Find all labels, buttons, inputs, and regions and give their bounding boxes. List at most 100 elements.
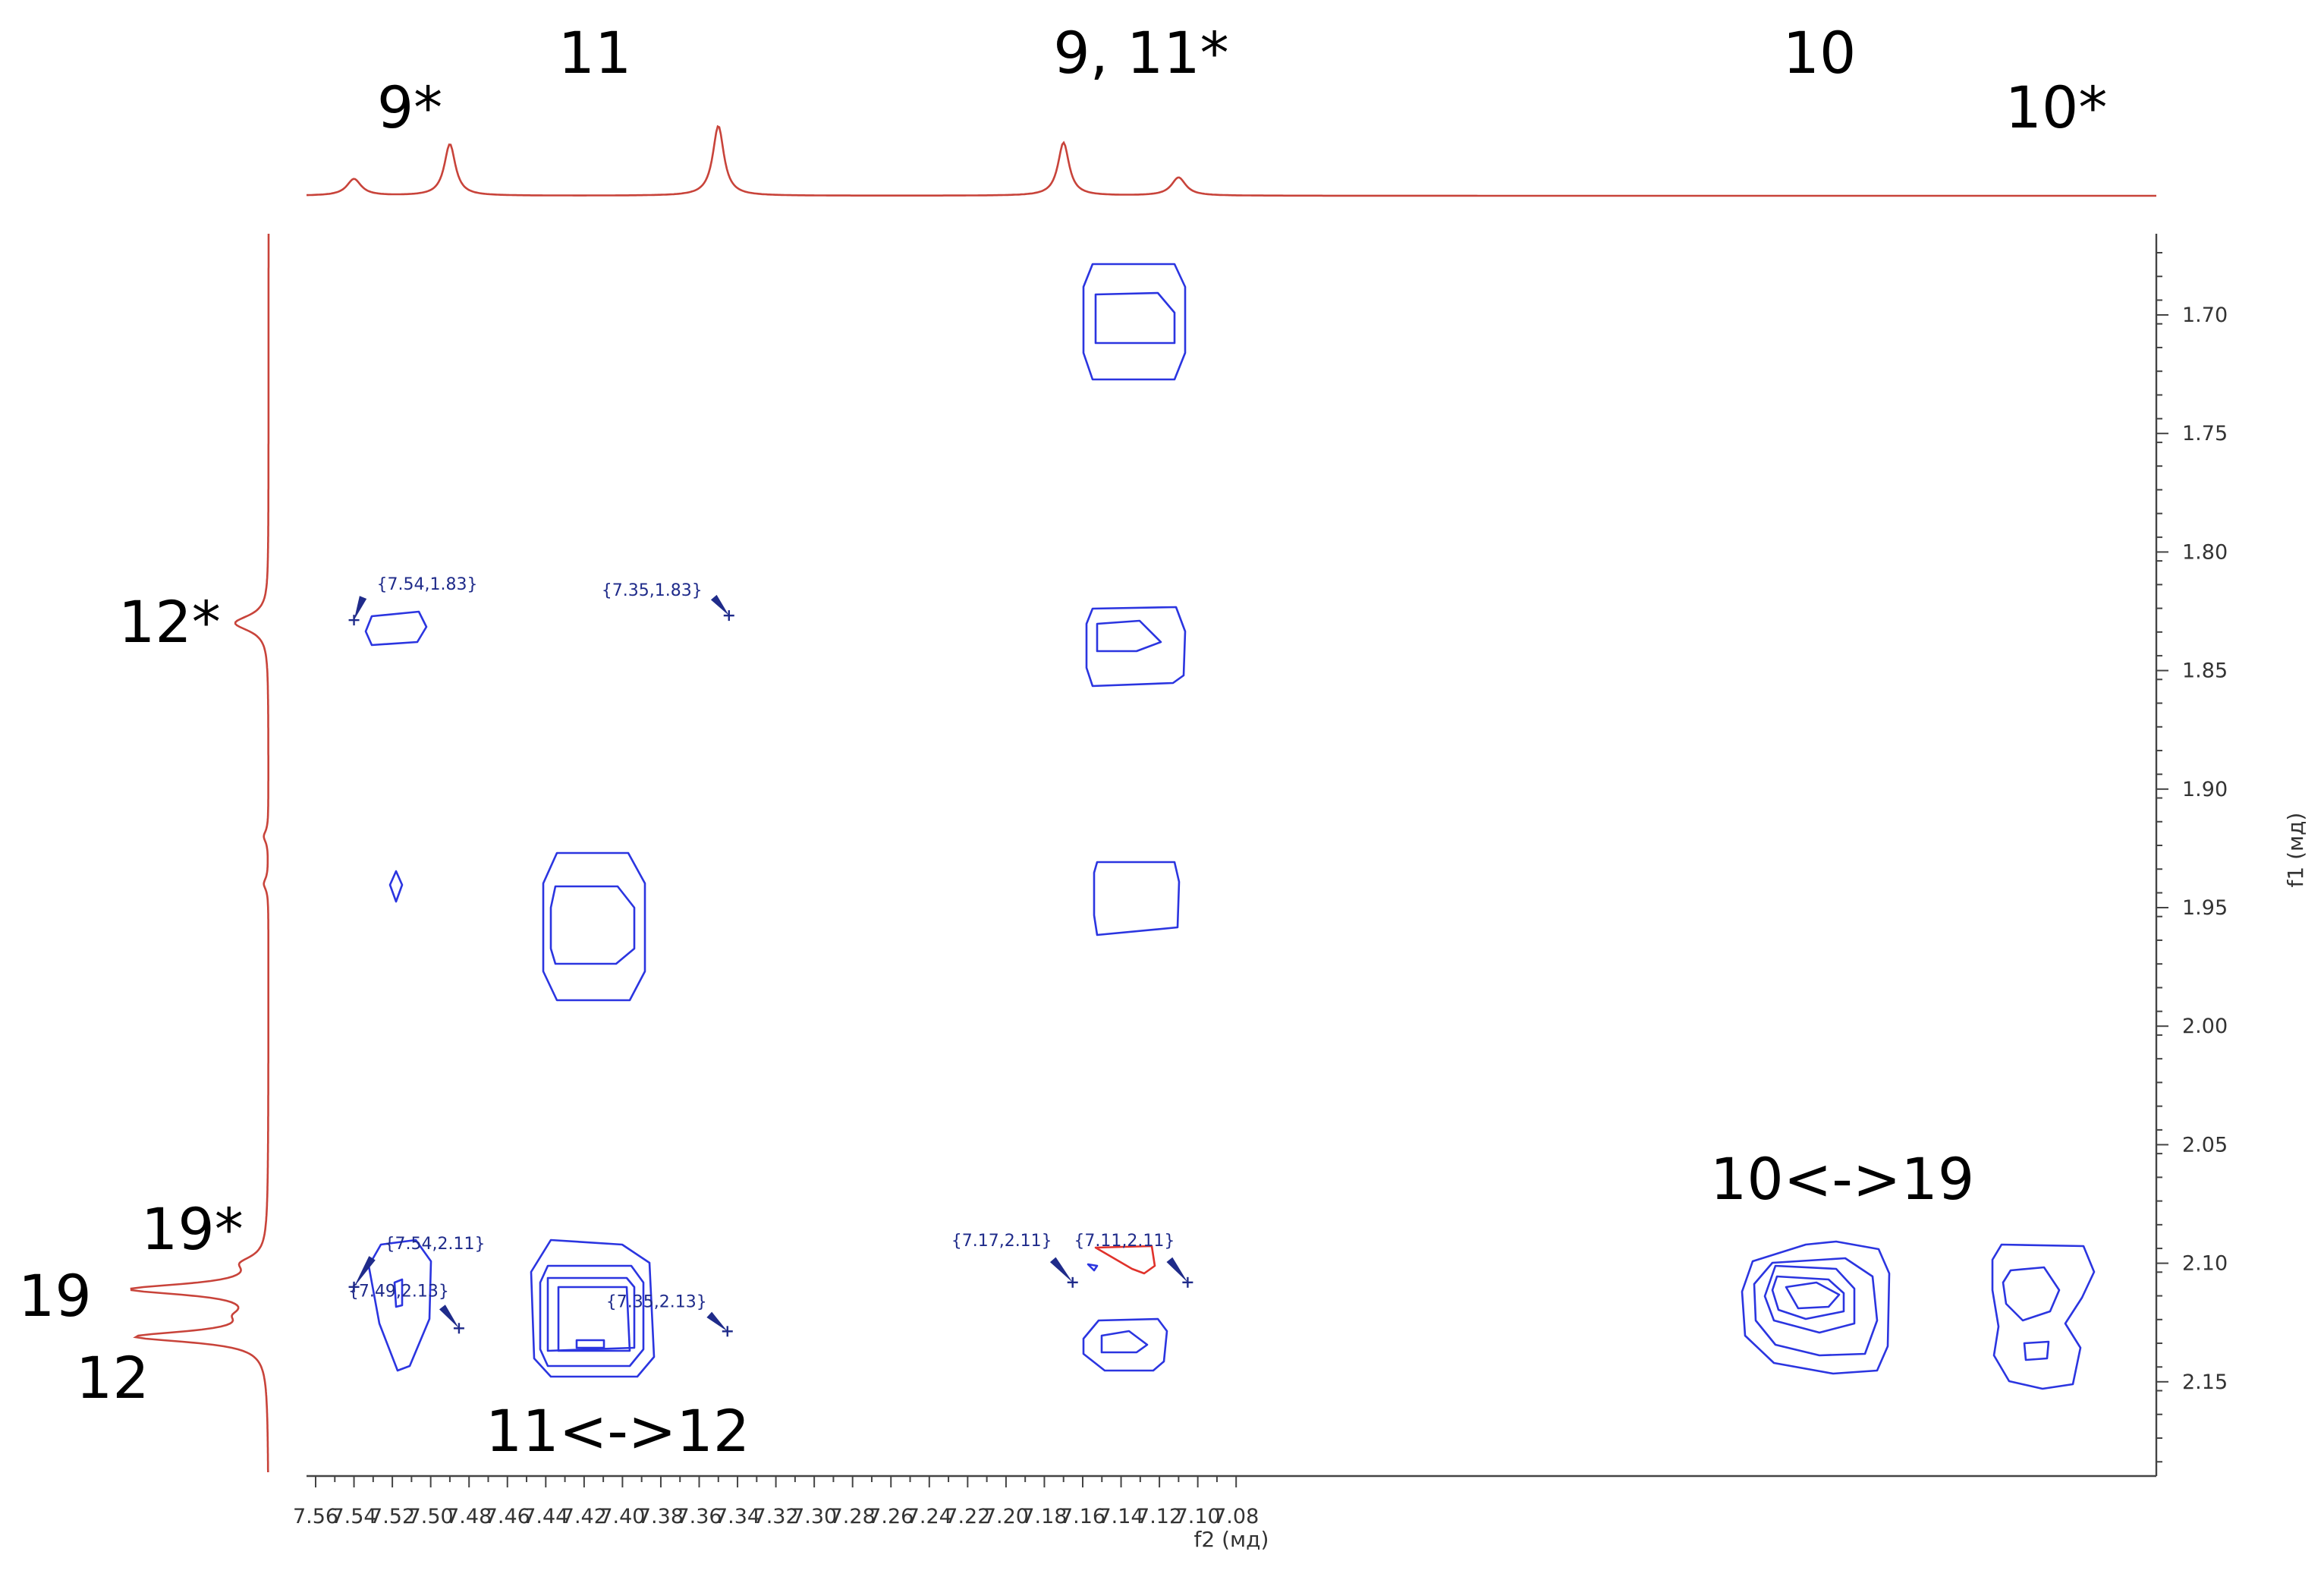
x-tick-label: 7.56 (293, 1505, 338, 1528)
top-peak-label: 10* (2005, 74, 2108, 141)
contour-layer (364, 263, 2096, 1390)
contour-754-194-small (388, 870, 404, 903)
cross-peak-label: {7.35,2.13} (606, 1292, 707, 1311)
cross-peak-label: {7.54,2.11} (385, 1235, 486, 1254)
x-tick-label: 7.52 (370, 1505, 415, 1528)
cross-peak-marker: {7.17,2.11} (951, 1232, 1078, 1288)
contour-711-211-small (2023, 1340, 2050, 1361)
x-tick-label: 7.24 (907, 1505, 952, 1528)
cross-peak-label: {7.49,2.13} (348, 1282, 449, 1301)
cross-peak-label: {7.54,1.83} (377, 575, 478, 594)
x-tick-label: 7.46 (485, 1505, 530, 1528)
x-tick-label: 7.40 (599, 1505, 645, 1528)
x-tick-label: 7.20 (983, 1505, 1029, 1528)
x-axis-title: f2 (мд) (1194, 1527, 1269, 1552)
contour-717-211-a (1741, 1240, 1891, 1375)
x-tick-label: 7.50 (408, 1505, 454, 1528)
peak-pointer (710, 594, 729, 616)
y-tick-label: 1.80 (2182, 540, 2228, 564)
cross-peak-marker: {7.11,2.11} (1074, 1232, 1193, 1288)
top-1d-spectrum (307, 124, 2156, 197)
y-tick-label: 2.15 (2182, 1371, 2228, 1394)
y-tick-label: 2.05 (2182, 1133, 2228, 1157)
contour-735-183-outer (1085, 606, 1187, 688)
cross-peak-label: {7.17,2.11} (951, 1232, 1052, 1251)
peak-pointer (439, 1305, 459, 1329)
contour-735-210-small (1087, 1263, 1099, 1272)
cross-peak-marker: {7.35,2.13} (606, 1292, 733, 1337)
y-tick-label: 1.85 (2182, 659, 2228, 683)
x-axis-ticks: 7.567.547.527.507.487.467.447.427.407.38… (293, 1476, 1259, 1528)
x-tick-label: 7.18 (1021, 1505, 1067, 1528)
x-tick-label: 7.30 (791, 1505, 837, 1528)
y-tick-label: 1.90 (2182, 778, 2228, 801)
x-tick-label: 7.16 (1060, 1505, 1105, 1528)
top-spectrum-labels: 9* 11 9, 11* 10 10* (377, 19, 2108, 141)
x-tick-label: 7.36 (676, 1505, 722, 1528)
contour-711-211-outer (1991, 1243, 2096, 1390)
contour-735-183-inner (1096, 619, 1162, 653)
contour-diag-735-194 (1093, 861, 1181, 936)
left-1d-spectrum (130, 234, 270, 1472)
left-peak-label: 19* (141, 1195, 244, 1263)
top-peak-label: 9, 11* (1053, 19, 1228, 87)
cross-peak-marker: {7.35,1.83} (602, 581, 734, 622)
y-tick-label: 2.10 (2182, 1252, 2228, 1276)
cross-peak-markers: {7.54,1.83} {7.35,1.83} {7.54,2.11} {7.49,2… (348, 575, 1193, 1337)
contour-749-213-c (546, 1276, 636, 1352)
x-tick-label: 7.38 (638, 1505, 684, 1528)
contour-diag-749-195-inner (549, 885, 636, 965)
peak-pointer (706, 1311, 728, 1332)
contour-717-211-c (1763, 1264, 1856, 1334)
y-axis-ticks: 1.70 1.75 1.80 1.85 1.90 1.95 2.00 2.05 2.10 2.15 (2156, 252, 2228, 1463)
contour-754-211-outer (367, 1239, 432, 1372)
peak-pointer (1166, 1257, 1188, 1283)
x-tick-label: 7.08 (1213, 1505, 1259, 1528)
peak-pointer (1049, 1257, 1073, 1283)
x-tick-label: 7.42 (561, 1505, 607, 1528)
contour-749-213-d (557, 1286, 631, 1352)
top-peak-label: 10 (1783, 19, 1857, 87)
contour-754-183 (364, 610, 428, 647)
left-peak-label: 19 (18, 1262, 92, 1330)
cross-peak-label: {7.35,1.83} (602, 581, 703, 600)
cross-peak-label: {7.11,2.11} (1074, 1232, 1175, 1251)
contour-735-213-outer (1082, 1317, 1168, 1372)
contour-735-213-inner (1100, 1330, 1149, 1354)
contour-749-213-e (575, 1339, 605, 1349)
top-peak-label: 9* (377, 74, 442, 141)
contour-717-211-e (1785, 1281, 1841, 1310)
contour-749-213-b (539, 1264, 645, 1368)
contour-717-211-b (1753, 1257, 1879, 1357)
cross-peak-marker: {7.49,2.13} (348, 1282, 464, 1334)
peak-pointer (354, 596, 367, 621)
x-tick-label: 7.28 (830, 1505, 876, 1528)
x-tick-label: 7.54 (331, 1505, 376, 1528)
x-tick-label: 7.32 (753, 1505, 799, 1528)
contour-754-211-inner (393, 1278, 404, 1308)
correlation-label-11-12: 11<->12 (486, 1397, 750, 1465)
contour-711-211-inner (2002, 1266, 2061, 1322)
contour-717-211-d (1771, 1275, 1845, 1320)
x-tick-label: 7.48 (446, 1505, 492, 1528)
y-tick-label: 2.00 (2182, 1015, 2228, 1038)
contour-diag-735-170-outer (1082, 263, 1187, 381)
y-axis-title: f1 (мд) (2283, 813, 2308, 888)
y-tick-label: 1.75 (2182, 422, 2228, 445)
contour-negative-735-210 (1094, 1245, 1156, 1275)
x-tick-label: 7.34 (715, 1505, 760, 1528)
y-tick-label: 1.95 (2182, 896, 2228, 920)
x-tick-label: 7.10 (1175, 1505, 1221, 1528)
contour-diag-749-195-outer (542, 851, 646, 1002)
x-tick-label: 7.12 (1137, 1505, 1182, 1528)
x-tick-label: 7.44 (523, 1505, 568, 1528)
cross-peak-marker: {7.54,1.83} (348, 575, 478, 626)
x-tick-label: 7.22 (945, 1505, 990, 1528)
y-tick-label: 1.70 (2182, 304, 2228, 327)
x-tick-label: 7.26 (868, 1505, 914, 1528)
left-peak-label: 12* (118, 588, 221, 656)
cross-peak-marker: {7.54,2.11} (348, 1235, 486, 1292)
x-tick-label: 7.14 (1098, 1505, 1143, 1528)
correlation-label-10-19: 10<->19 (1710, 1145, 1974, 1213)
